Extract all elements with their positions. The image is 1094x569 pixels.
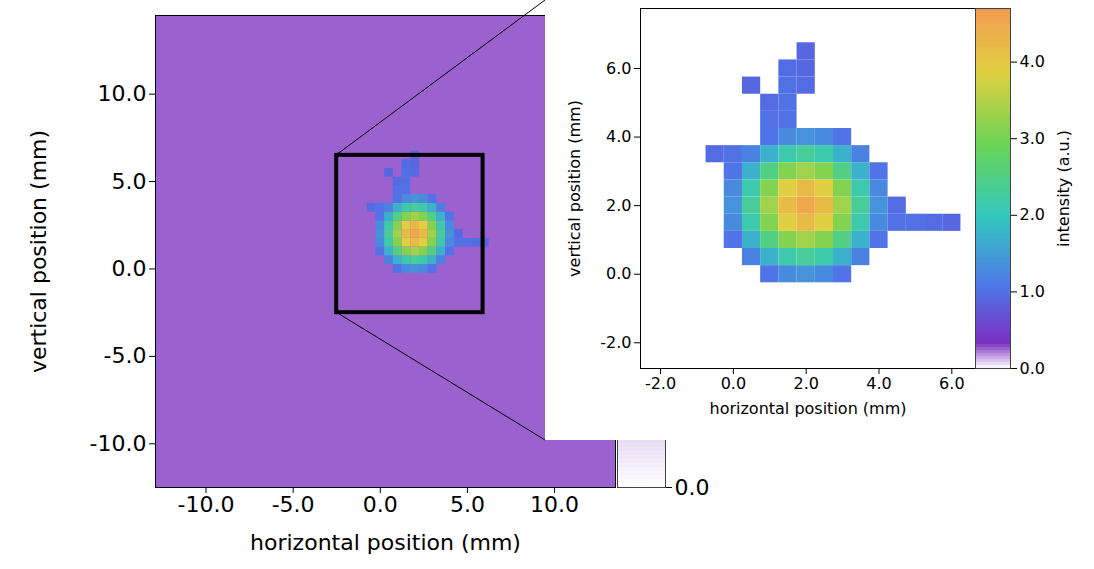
- svg-text:6.0: 6.0: [606, 59, 631, 78]
- svg-text:2.0: 2.0: [793, 374, 818, 393]
- svg-text:3.0: 3.0: [1020, 129, 1045, 148]
- svg-text:horizontal position (mm): horizontal position (mm): [709, 399, 906, 418]
- svg-text:1.0: 1.0: [1020, 282, 1045, 301]
- svg-text:0.0: 0.0: [363, 492, 398, 517]
- svg-text:vertical position (mm): vertical position (mm): [26, 130, 51, 373]
- svg-text:-10.0: -10.0: [178, 492, 235, 517]
- svg-text:2.0: 2.0: [1020, 205, 1045, 224]
- svg-text:4.0: 4.0: [866, 374, 891, 393]
- svg-text:5.0: 5.0: [450, 492, 485, 517]
- svg-text:0.0: 0.0: [675, 475, 710, 500]
- svg-text:4.0: 4.0: [1020, 52, 1045, 71]
- svg-text:4.0: 4.0: [606, 127, 631, 146]
- svg-text:2.0: 2.0: [606, 196, 631, 215]
- svg-text:10.0: 10.0: [530, 492, 579, 517]
- svg-text:-5.0: -5.0: [104, 343, 147, 368]
- svg-text:-2.0: -2.0: [645, 374, 676, 393]
- svg-text:0.0: 0.0: [606, 264, 631, 283]
- svg-text:6.0: 6.0: [939, 374, 964, 393]
- svg-text:5.0: 5.0: [112, 169, 147, 194]
- svg-text:-2.0: -2.0: [600, 333, 631, 352]
- svg-text:0.0: 0.0: [1020, 359, 1045, 378]
- svg-text:-5.0: -5.0: [272, 492, 315, 517]
- svg-text:0.0: 0.0: [721, 374, 746, 393]
- svg-text:0.0: 0.0: [112, 256, 147, 281]
- svg-text:-10.0: -10.0: [90, 431, 147, 456]
- svg-text:intensity (a.u.): intensity (a.u.): [1054, 130, 1073, 247]
- svg-text:vertical position (mm): vertical position (mm): [565, 100, 584, 277]
- svg-text:10.0: 10.0: [98, 81, 147, 106]
- svg-text:horizontal position (mm): horizontal position (mm): [250, 530, 521, 555]
